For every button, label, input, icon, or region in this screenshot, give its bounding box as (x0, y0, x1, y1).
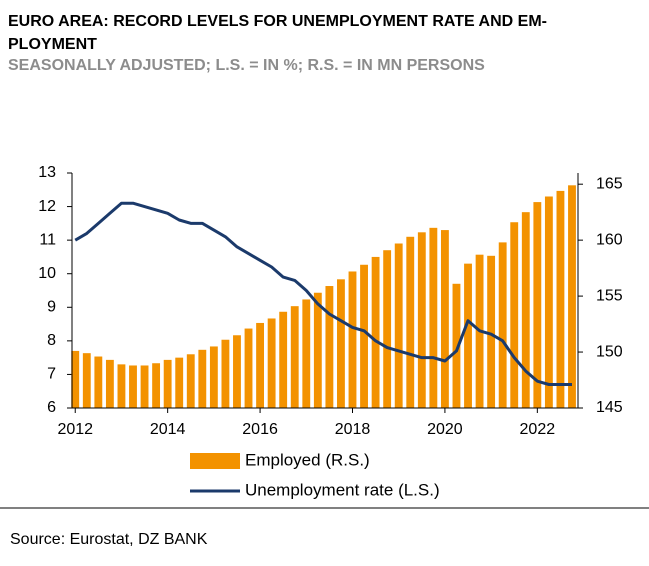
x-tick-label: 2014 (150, 421, 186, 438)
bar (267, 318, 276, 408)
y2-tick-label: 150 (596, 343, 623, 360)
legend-swatch (190, 453, 240, 469)
bar (244, 328, 253, 408)
bar (198, 349, 207, 408)
bar (209, 346, 218, 408)
bar (117, 364, 126, 408)
y2-tick-label: 155 (596, 287, 623, 304)
bar (348, 271, 357, 408)
bar (221, 339, 230, 408)
bar (279, 311, 288, 408)
bar (521, 212, 530, 408)
bar (498, 242, 507, 408)
x-tick-label: 2018 (335, 421, 371, 438)
y-tick-label: 12 (38, 198, 56, 215)
bar (163, 359, 172, 408)
legend-label: Employed (R.S.) (245, 450, 370, 469)
bar (290, 306, 299, 408)
bar (556, 190, 565, 408)
bar (360, 264, 368, 408)
bar (186, 354, 195, 408)
bar (105, 359, 114, 408)
bar (233, 335, 241, 408)
bar (464, 263, 472, 408)
y-tick-label: 9 (47, 299, 56, 316)
bar (337, 279, 345, 408)
bar (325, 286, 334, 408)
bar (394, 243, 403, 408)
x-tick-label: 2012 (57, 421, 93, 438)
bar (533, 202, 542, 408)
bar (440, 230, 449, 408)
bar (256, 322, 265, 408)
bar (568, 185, 576, 408)
y-tick-label: 7 (47, 366, 56, 383)
bar (406, 236, 415, 408)
bar (417, 232, 426, 408)
y-tick-label: 10 (38, 265, 56, 282)
x-tick-label: 2022 (520, 421, 556, 438)
bar (129, 365, 137, 408)
x-tick-label: 2016 (242, 421, 278, 438)
chart-subtitle: SEASONALLY ADJUSTED; L.S. = IN %; R.S. =… (8, 57, 485, 74)
y-tick-label: 6 (47, 399, 56, 416)
bar (140, 365, 149, 408)
bar (429, 227, 438, 408)
source: Source: Eurostat, DZ BANK (10, 531, 208, 548)
y2-tick-label: 165 (596, 175, 623, 192)
bar (82, 353, 91, 408)
y-tick-label: 8 (47, 332, 56, 349)
bar (152, 363, 161, 408)
y-tick-label: 13 (38, 164, 56, 181)
x-tick-label: 2020 (427, 421, 463, 438)
bar (175, 357, 184, 408)
bar (71, 350, 80, 408)
bar (302, 299, 311, 408)
chart-title: PLOYMENT (8, 36, 97, 53)
bar (94, 356, 103, 408)
bar (371, 256, 380, 408)
legend-label: Unemployment rate (L.S.) (245, 480, 440, 499)
bar (510, 222, 519, 408)
bar (452, 283, 461, 408)
line (74, 201, 572, 386)
bar (487, 255, 496, 408)
bar (313, 292, 322, 408)
y2-tick-label: 160 (596, 231, 623, 248)
bar (383, 250, 392, 408)
bar (544, 196, 553, 408)
chart-title: EURO AREA: RECORD LEVELS FOR UNEMPLOYMEN… (8, 13, 547, 30)
y2-tick-label: 145 (596, 399, 623, 416)
y-tick-label: 11 (39, 231, 56, 248)
